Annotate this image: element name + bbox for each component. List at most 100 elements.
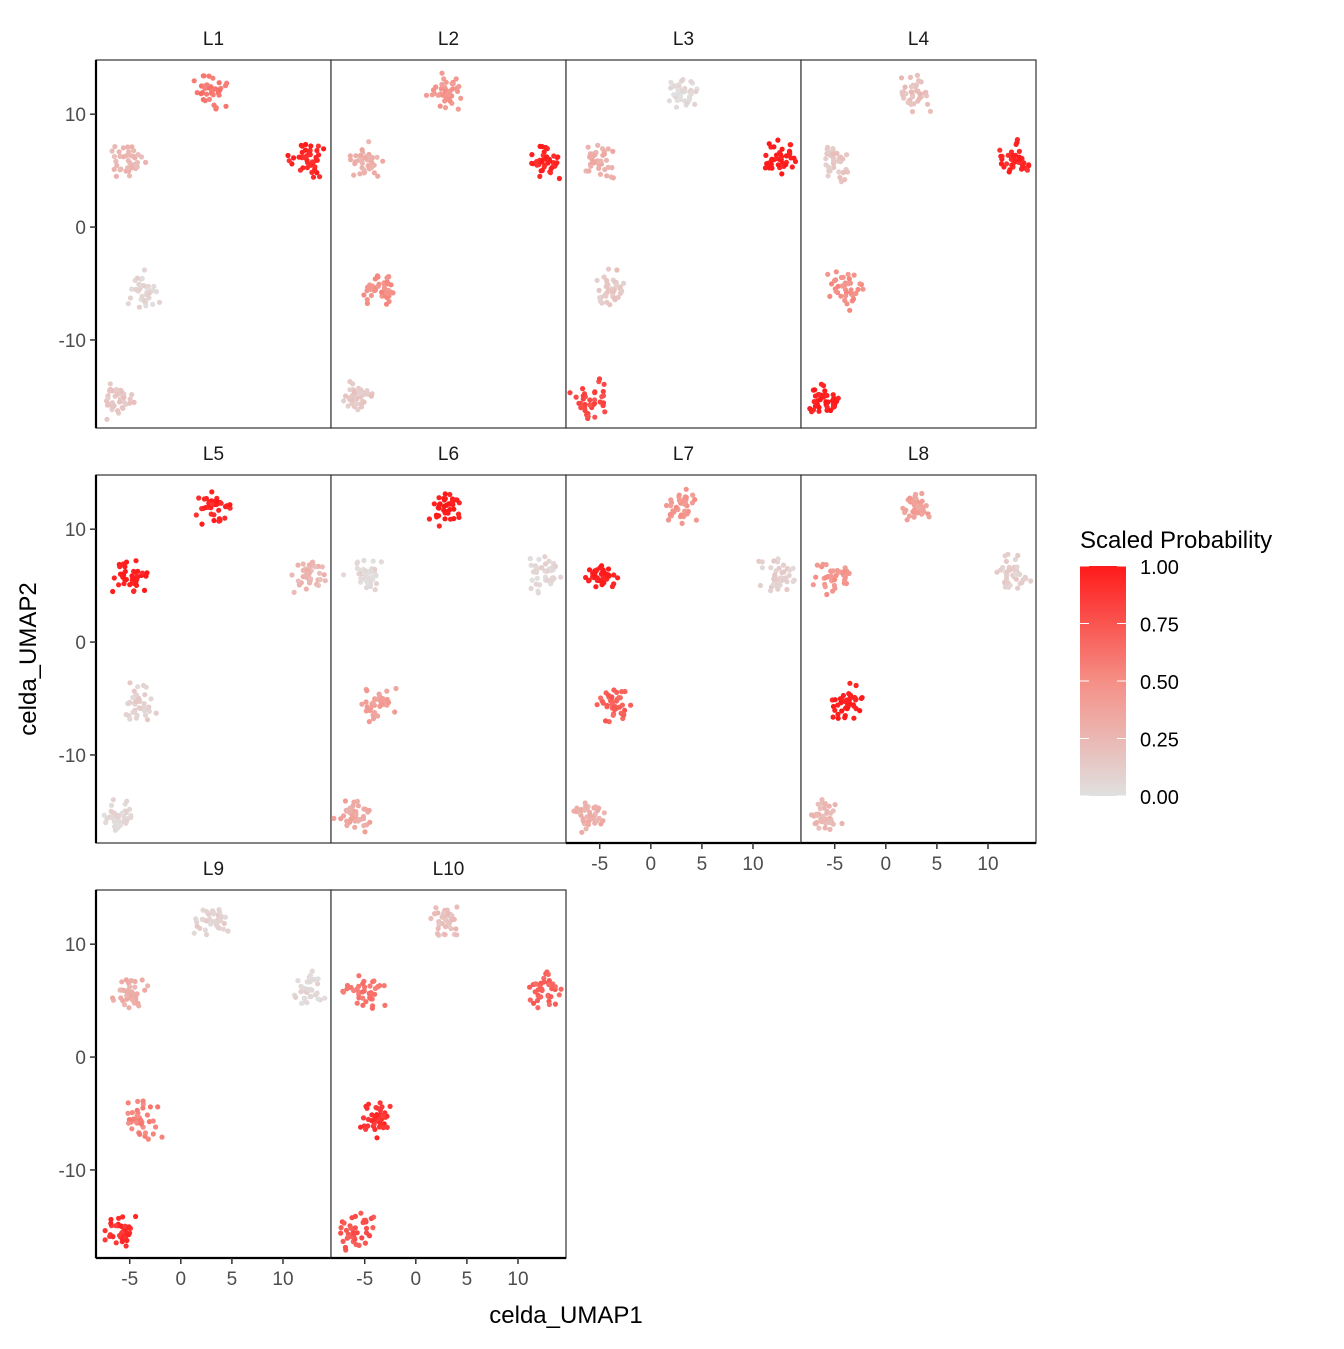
data-point bbox=[840, 274, 846, 280]
data-point bbox=[347, 806, 353, 812]
data-point bbox=[816, 408, 822, 414]
y-axis-title: celda_UMAP2 bbox=[15, 582, 42, 735]
data-point bbox=[140, 1098, 146, 1104]
data-point bbox=[597, 158, 603, 164]
data-point bbox=[779, 146, 785, 152]
data-point bbox=[446, 501, 452, 507]
data-point bbox=[845, 271, 851, 277]
data-point bbox=[542, 554, 548, 560]
data-point bbox=[582, 401, 588, 408]
data-point bbox=[124, 993, 130, 999]
data-point bbox=[368, 292, 374, 299]
data-point bbox=[331, 815, 337, 822]
data-point bbox=[369, 159, 375, 165]
data-point bbox=[363, 708, 369, 714]
data-point bbox=[220, 926, 227, 932]
data-point bbox=[380, 1113, 386, 1119]
data-point bbox=[688, 79, 694, 85]
facet-strip-label: L1 bbox=[203, 29, 224, 50]
data-point bbox=[305, 987, 311, 993]
data-point bbox=[434, 931, 441, 937]
data-point bbox=[528, 562, 534, 568]
data-point bbox=[143, 573, 149, 579]
data-point bbox=[141, 283, 147, 289]
data-point bbox=[576, 400, 582, 406]
data-point bbox=[300, 985, 306, 991]
data-point bbox=[907, 495, 913, 501]
data-point bbox=[605, 566, 612, 572]
data-point bbox=[538, 994, 544, 1000]
data-point bbox=[585, 144, 591, 150]
data-point bbox=[828, 573, 834, 579]
data-point bbox=[764, 161, 770, 167]
data-point bbox=[125, 301, 131, 307]
data-point bbox=[604, 702, 610, 709]
data-point bbox=[108, 802, 115, 808]
data-point bbox=[126, 806, 133, 812]
data-point bbox=[838, 293, 844, 299]
cluster-top bbox=[193, 489, 233, 527]
data-point bbox=[914, 72, 921, 78]
data-point bbox=[573, 394, 579, 400]
data-point bbox=[362, 829, 368, 835]
data-point bbox=[759, 565, 766, 571]
data-point bbox=[774, 582, 781, 589]
data-point bbox=[436, 922, 442, 928]
data-point bbox=[351, 988, 357, 994]
data-point bbox=[605, 146, 611, 152]
data-point bbox=[768, 588, 774, 594]
data-point bbox=[348, 1225, 354, 1231]
data-point bbox=[668, 503, 674, 509]
data-point bbox=[586, 567, 593, 573]
data-point bbox=[352, 818, 358, 824]
cluster-bottom bbox=[571, 800, 607, 835]
data-point bbox=[311, 977, 317, 983]
data-point bbox=[601, 810, 607, 816]
data-point bbox=[315, 981, 321, 987]
data-point bbox=[908, 101, 914, 107]
data-point bbox=[842, 297, 848, 303]
data-point bbox=[111, 166, 117, 172]
data-point bbox=[1012, 157, 1018, 163]
data-point bbox=[344, 982, 351, 989]
x-tick-label: -5 bbox=[121, 1269, 138, 1290]
data-point bbox=[833, 288, 839, 294]
data-point bbox=[131, 588, 137, 594]
data-point bbox=[441, 503, 447, 509]
y-tick-label: 0 bbox=[75, 218, 86, 239]
data-point bbox=[840, 692, 847, 699]
data-point bbox=[116, 582, 122, 588]
data-point bbox=[593, 584, 599, 590]
data-point bbox=[439, 914, 445, 920]
data-point bbox=[139, 570, 146, 576]
data-point bbox=[141, 701, 147, 707]
data-point bbox=[193, 916, 199, 922]
data-point bbox=[340, 1238, 346, 1244]
data-point bbox=[1015, 585, 1021, 591]
data-point bbox=[312, 992, 318, 998]
data-point bbox=[385, 281, 391, 287]
cluster-top bbox=[900, 490, 932, 523]
data-point bbox=[310, 174, 317, 180]
data-point bbox=[213, 105, 219, 111]
data-point bbox=[830, 808, 836, 814]
data-point bbox=[130, 1116, 136, 1122]
data-point bbox=[790, 565, 796, 572]
data-point bbox=[907, 74, 914, 80]
data-point bbox=[1013, 572, 1019, 578]
data-point bbox=[306, 562, 312, 568]
data-point bbox=[822, 801, 828, 807]
data-point bbox=[574, 805, 580, 811]
data-point bbox=[822, 584, 828, 590]
data-point bbox=[300, 561, 306, 567]
data-point bbox=[111, 153, 117, 160]
data-point bbox=[379, 289, 385, 295]
data-point bbox=[436, 495, 442, 501]
cluster-right bbox=[756, 556, 797, 594]
data-point bbox=[349, 401, 355, 407]
data-point bbox=[104, 416, 110, 422]
data-point bbox=[117, 153, 123, 159]
data-point bbox=[372, 571, 378, 578]
data-point bbox=[133, 579, 139, 585]
data-point bbox=[613, 705, 620, 711]
